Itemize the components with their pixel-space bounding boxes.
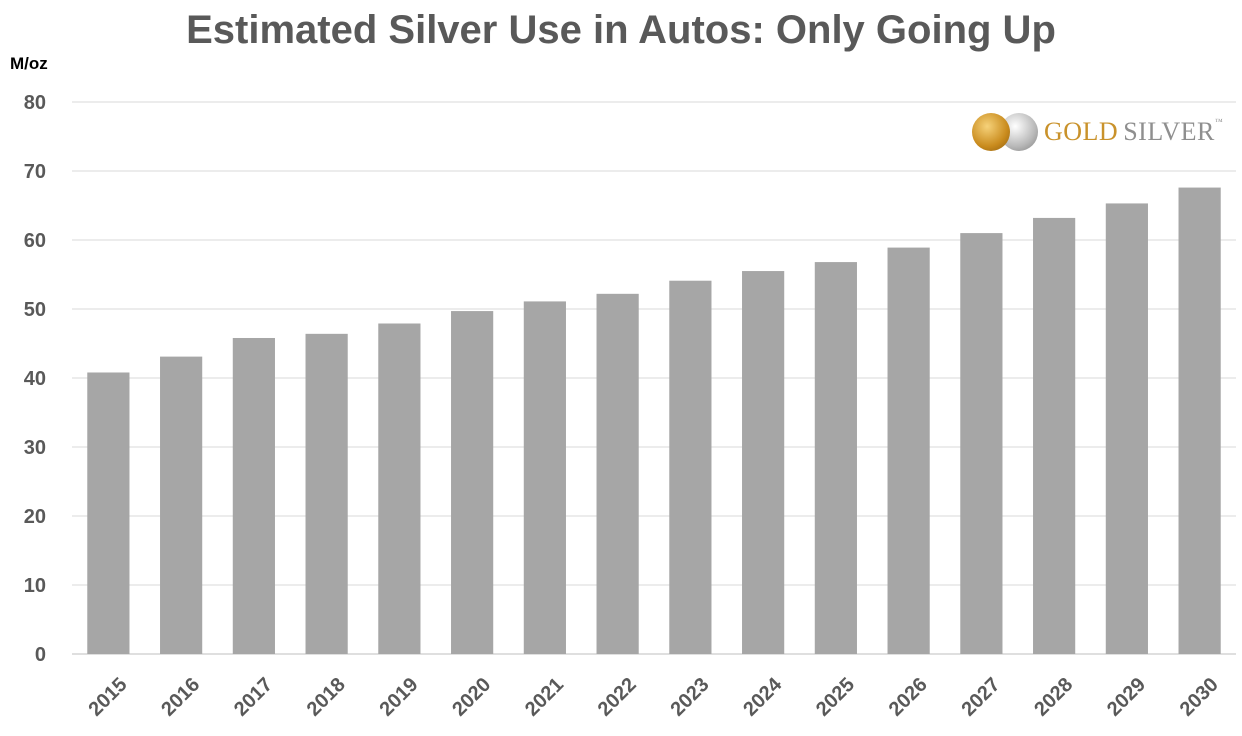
- y-tick-labels: 0 10 20 30 40 50 60 70 80: [24, 92, 46, 666]
- bar-2020: [451, 311, 494, 654]
- x-tick-label: 2023: [667, 674, 714, 721]
- x-tick-label: 2027: [958, 674, 1005, 721]
- bar-2015: [87, 372, 130, 654]
- bar-2022: [596, 293, 639, 654]
- bar-2016: [160, 356, 203, 654]
- bar-2026: [887, 247, 930, 654]
- gold-coin-icon: [972, 113, 1010, 151]
- x-tick-label: 2022: [594, 674, 641, 721]
- x-tick-label: 2019: [376, 674, 423, 721]
- bar-2021: [523, 301, 566, 654]
- y-axis-unit-label: M/oz: [10, 54, 48, 73]
- y-tick-label: 50: [24, 299, 46, 321]
- y-tick-label: 70: [24, 161, 46, 183]
- x-tick-label: 2029: [1103, 674, 1150, 721]
- x-tick-label: 2021: [521, 674, 568, 721]
- logo-trademark: ™: [1214, 117, 1224, 126]
- bars: [87, 187, 1221, 655]
- y-tick-label: 30: [24, 437, 46, 459]
- y-tick-label: 10: [24, 575, 46, 597]
- x-tick-label: 2024: [739, 673, 787, 721]
- x-tick-label: 2028: [1030, 674, 1077, 721]
- y-tick-label: 60: [24, 230, 46, 252]
- goldsilver-logo: GOLD SILVER™: [972, 108, 1223, 156]
- bar-2027: [960, 233, 1003, 654]
- y-tick-label: 20: [24, 506, 46, 528]
- x-tick-label: 2016: [157, 674, 204, 721]
- bar-2017: [232, 337, 275, 654]
- bar-2030: [1178, 187, 1221, 654]
- x-tick-label: 2026: [885, 674, 932, 721]
- bar-2023: [669, 280, 712, 654]
- x-tick-label: 2030: [1176, 674, 1223, 721]
- y-tick-label: 40: [24, 368, 46, 390]
- x-tick-label: 2025: [812, 674, 859, 721]
- bar-2024: [742, 271, 785, 654]
- bar-2018: [305, 333, 348, 654]
- x-tick-labels: 2015 2016 2017 2018 2019 2020 2021 2022 2023 2024…: [85, 673, 1223, 721]
- x-tick-label: 2020: [448, 674, 495, 721]
- x-tick-label: 2018: [303, 674, 350, 721]
- logo-gold-text: GOLD: [1044, 117, 1119, 146]
- logo-wordmark: GOLD SILVER™: [1044, 117, 1223, 147]
- bar-2019: [378, 323, 421, 654]
- bar-2028: [1033, 217, 1076, 655]
- bar-2029: [1105, 203, 1148, 654]
- bar-2025: [814, 262, 857, 654]
- chart-title: Estimated Silver Use in Autos: Only Goin…: [186, 8, 1056, 52]
- logo-silver-text: SILVER: [1123, 117, 1215, 146]
- y-tick-label: 0: [35, 644, 46, 666]
- x-tick-label: 2015: [85, 674, 132, 721]
- x-tick-label: 2017: [230, 674, 277, 721]
- y-tick-label: 80: [24, 92, 46, 114]
